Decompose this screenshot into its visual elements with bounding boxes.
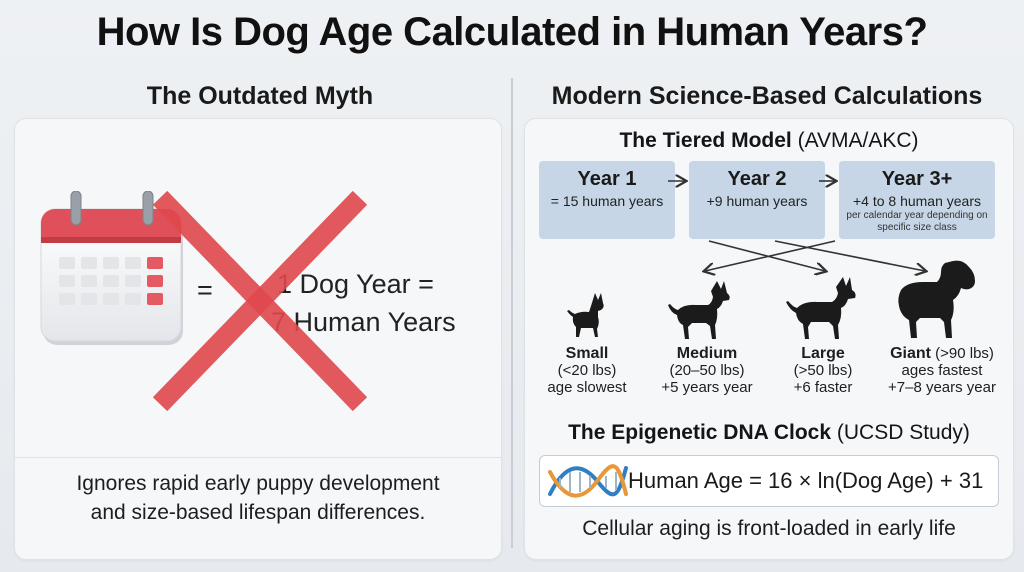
formula-box: Human Age = 16 × ln(Dog Age) + 31 xyxy=(539,455,999,507)
large-dog-icon xyxy=(786,277,856,339)
left-section-title: The Outdated Myth xyxy=(146,82,374,110)
epigenetic-title-paren: (UCSD Study) xyxy=(836,421,970,444)
page-title: How Is Dog Age Calculated in Human Years… xyxy=(96,10,928,54)
red-cross-icon xyxy=(152,191,368,411)
tier-year-3plus-sub: +4 to 8 human years xyxy=(852,193,982,209)
equals-sign: = xyxy=(197,275,213,305)
size-medium-desc: +5 years year xyxy=(661,379,753,396)
size-large: Large (>50 lbs) +6 faster xyxy=(773,345,873,396)
size-small-desc: age slowest xyxy=(547,379,627,396)
size-medium: Medium (20–50 lbs) +5 years year xyxy=(647,345,767,396)
tier-year-1: Year 1 = 15 human years xyxy=(539,161,675,239)
size-small-range: (<20 lbs) xyxy=(557,362,617,379)
panel-separator xyxy=(15,457,501,458)
tier-year-2-head: Year 2 xyxy=(727,168,787,190)
tier-arrows xyxy=(668,119,1013,289)
epigenetic-title: The Epigenetic DNA Clock (UCSD Study) xyxy=(525,421,1013,445)
small-dog-icon xyxy=(567,293,604,337)
tier-year-2: Year 2 +9 human years xyxy=(689,161,825,239)
tier-year-3plus: Year 3+ +4 to 8 human years per calendar… xyxy=(839,161,995,239)
size-large-desc: +6 faster xyxy=(793,379,853,396)
tiered-model-title-bold: The Tiered Model xyxy=(619,129,792,152)
size-giant-range: (>90 lbs) xyxy=(935,345,994,362)
size-giant-desc: ages fastest xyxy=(901,362,983,379)
tier-year-3plus-head: Year 3+ xyxy=(881,168,953,190)
tier-year-2-sub: +9 human years xyxy=(706,193,808,209)
myth-line-1: 1 Dog Year = xyxy=(277,269,434,299)
epigenetic-title-bold: The Epigenetic DNA Clock xyxy=(568,421,832,444)
size-giant-name: Giant xyxy=(890,345,931,362)
myth-panel: = 1 Dog Year = 7 Human Years Ignores rap… xyxy=(14,118,502,560)
right-section-title: Modern Science-Based Calculations xyxy=(551,82,983,110)
arrow-to-large xyxy=(708,240,825,271)
size-giant-desc-2: +7–8 years year xyxy=(888,379,996,396)
tiered-model-title: The Tiered Model (AVMA/AKC) xyxy=(525,129,1013,153)
arrow-to-giant xyxy=(774,240,925,271)
medium-dog-icon xyxy=(668,281,730,339)
giant-dog-icon xyxy=(898,260,975,338)
myth-caption: Ignores rapid early puppy development an… xyxy=(15,469,501,527)
size-large-range: (>50 lbs) xyxy=(793,362,853,379)
size-giant: Giant (>90 lbs) ages fastest +7–8 years … xyxy=(875,345,1009,396)
myth-caption-line-2: and size-based lifespan differences. xyxy=(90,501,426,524)
tier-year-1-sub: = 15 human years xyxy=(550,193,664,209)
epigenetic-formula: Human Age = 16 × ln(Dog Age) + 31 xyxy=(628,468,984,493)
science-panel: The Tiered Model (AVMA/AKC) Year 1 = 15 … xyxy=(524,118,1014,560)
tier-year-3plus-note: per calendar year depending on specific … xyxy=(846,210,988,233)
tiered-model-title-paren: (AVMA/AKC) xyxy=(797,129,919,152)
dna-icon xyxy=(548,464,628,498)
size-large-name: Large xyxy=(801,345,845,362)
tier-year-1-head: Year 1 xyxy=(577,168,637,190)
myth-caption-line-1: Ignores rapid early puppy development xyxy=(76,472,440,495)
size-small: Small (<20 lbs) age slowest xyxy=(535,345,639,396)
calendar-icon xyxy=(40,191,183,345)
size-medium-name: Medium xyxy=(676,345,738,362)
size-medium-range: (20–50 lbs) xyxy=(669,362,745,379)
size-small-name: Small xyxy=(565,345,609,362)
column-divider xyxy=(511,78,513,548)
epigenetic-caption: Cellular aging is front-loaded in early … xyxy=(582,517,956,540)
